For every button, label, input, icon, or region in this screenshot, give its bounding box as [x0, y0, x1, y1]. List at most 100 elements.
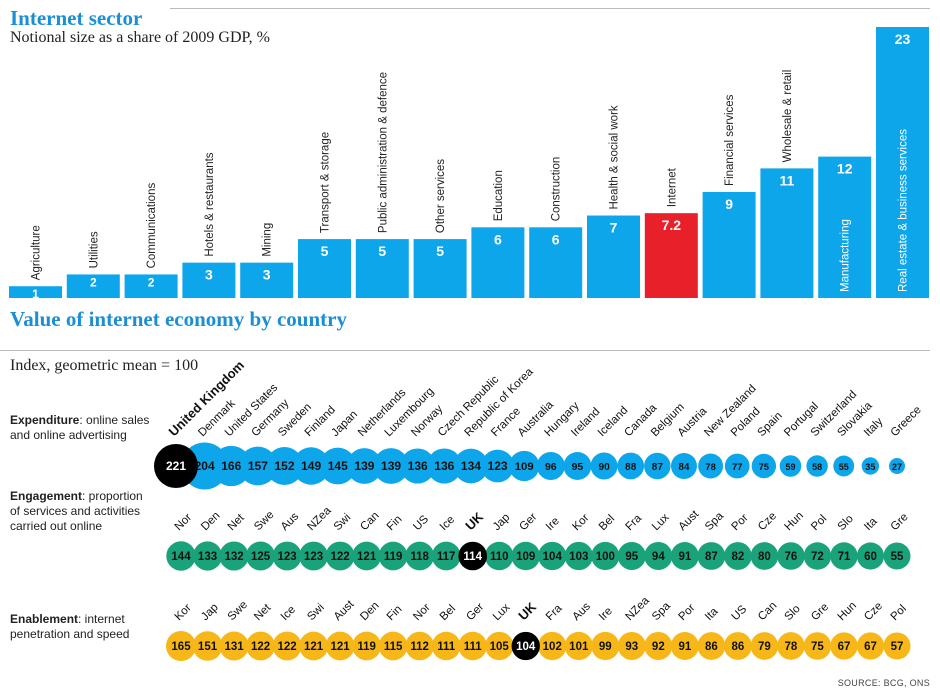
- country-label: Aus: [279, 510, 302, 533]
- bubble-value-label: 109: [515, 461, 534, 473]
- bubble-value-label: 55: [891, 551, 904, 563]
- bubble: [192, 631, 223, 661]
- bubble: [238, 446, 278, 486]
- bubble-value-label: 55: [839, 462, 849, 472]
- country-label: Kor: [570, 512, 591, 533]
- bubble-value-label: 139: [381, 459, 401, 473]
- section2-title: Value of internet economy by country: [10, 307, 347, 331]
- bubble-value-label: 119: [384, 551, 403, 563]
- bubble: [670, 453, 697, 479]
- row-label-rest: : internet penetration and speed: [10, 612, 130, 641]
- bubble-value-label: 117: [437, 551, 456, 563]
- category-label: Transport & storage: [320, 132, 332, 233]
- bubble-value-label: 72: [811, 551, 824, 563]
- bubble: [751, 453, 777, 479]
- country-label: Gre: [809, 601, 831, 623]
- bubble: [538, 631, 567, 661]
- bar: [298, 239, 351, 298]
- bar: [760, 168, 814, 298]
- country-label: Spa: [650, 600, 673, 623]
- bubble-value-label: 75: [759, 462, 769, 472]
- row-label-rest: : online sales and online adver­tising: [10, 413, 150, 442]
- country-label: Den: [358, 600, 381, 623]
- bubble: [431, 541, 461, 571]
- bar-value-label: 3: [205, 267, 213, 283]
- bubble-highlight: [458, 541, 488, 571]
- bubble: [617, 631, 646, 661]
- bubble-value-label: 144: [171, 551, 191, 563]
- bubble: [508, 450, 540, 482]
- bubble-value-label: 111: [437, 641, 456, 653]
- bubble: [644, 541, 673, 571]
- country-label: Hun: [836, 600, 859, 623]
- bar: [644, 213, 698, 298]
- category-label: Hotels & restaurants: [204, 152, 216, 256]
- bubble: [698, 453, 724, 479]
- bubble: [856, 632, 885, 660]
- bubble: [750, 542, 779, 570]
- country-label: Ire: [597, 605, 615, 623]
- country-label: Ita: [862, 515, 880, 533]
- bubble-value-label: 132: [224, 551, 243, 563]
- bubble-value-label: 35: [865, 462, 875, 472]
- bubble: [724, 453, 750, 479]
- bubble: [883, 542, 911, 570]
- bubble: [458, 631, 487, 661]
- bubble-value-label: 104: [516, 641, 536, 653]
- row-label-bold: Expenditure: [10, 413, 80, 427]
- bar-value-label: 2: [90, 275, 97, 289]
- bubble: [806, 455, 828, 477]
- bubble-value-label: 114: [463, 551, 482, 563]
- bubble-value-label: 119: [357, 641, 376, 653]
- section2-rule: [0, 350, 930, 351]
- country-label: Ita: [703, 605, 721, 623]
- bubble: [272, 631, 302, 661]
- category-label: Utilities: [88, 231, 100, 268]
- bubble-value-label: 59: [785, 462, 795, 472]
- bubble-value-label: 60: [864, 551, 877, 563]
- category-label: Other services: [435, 159, 447, 233]
- bubble: [299, 541, 329, 571]
- bubble: [591, 631, 620, 661]
- country-label: Slo: [836, 513, 856, 533]
- category-label: Communications: [146, 183, 158, 269]
- bar-value-label: 5: [378, 243, 386, 259]
- bubble: [219, 631, 249, 661]
- bubble: [192, 541, 223, 571]
- source-note: SOURCE: BCG, ONS: [837, 678, 930, 688]
- bubble-value-label: 86: [705, 641, 718, 653]
- country-label: Can: [358, 510, 381, 533]
- bubble-value-label: 101: [569, 641, 589, 653]
- top-rule: [170, 8, 930, 9]
- country-label: Net: [252, 601, 274, 623]
- bubble-value-label: 71: [838, 551, 851, 563]
- bubble-value-label: 131: [224, 641, 244, 653]
- country-label: Cze: [756, 510, 779, 533]
- bubble: [564, 631, 593, 661]
- bubble: [405, 541, 435, 571]
- country-label: Por: [730, 512, 751, 533]
- bubble-value-label: 121: [331, 641, 351, 653]
- bar: [529, 227, 583, 298]
- country-label: Bel: [438, 603, 458, 623]
- bubble-value-label: 134: [461, 459, 481, 473]
- bubble-value-label: 77: [732, 462, 742, 472]
- country-label: Aust: [332, 598, 357, 623]
- category-label: Health & social work: [609, 105, 621, 209]
- bubble-value-label: 91: [678, 551, 691, 563]
- bubble-value-label: 76: [785, 551, 798, 563]
- bubble: [511, 541, 540, 571]
- bubble-value-label: 78: [785, 641, 798, 653]
- bubble: [426, 448, 462, 484]
- bubble-value-label: 136: [408, 459, 428, 473]
- country-label: Aust: [676, 508, 701, 533]
- country-label: Fin: [385, 603, 405, 623]
- bubble: [538, 541, 567, 571]
- bubble-value-label: 94: [652, 551, 665, 563]
- country-label: Greece: [889, 404, 924, 439]
- country-label: Ice: [438, 514, 457, 533]
- bubble-value-label: 111: [464, 641, 483, 653]
- row-label-enablement: Enablement: internet penetration and spe…: [10, 612, 152, 642]
- bubble-value-label: 122: [277, 641, 296, 653]
- bubble-value-label: 58: [812, 462, 822, 472]
